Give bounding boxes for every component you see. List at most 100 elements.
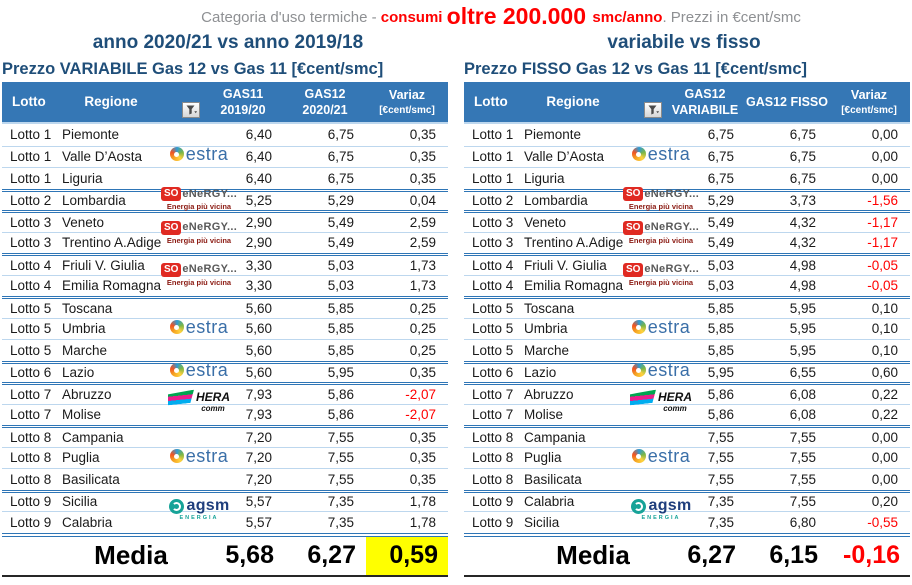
table-row: Lotto 3 Trentino A.Adige 2,90 5,49 2,59 <box>2 231 448 254</box>
variaz-cell: 0,00 <box>871 429 898 445</box>
regione-cell: Emilia Romagna <box>524 278 624 294</box>
table-prezzo-variabile: Prezzo VARIABILE Gas 12 vs Gas 11 [€cent… <box>2 58 448 577</box>
table-row: Lotto 5 Umbria 5,85 5,95 0,10 <box>464 317 910 340</box>
regione-cell: Piemonte <box>524 127 582 143</box>
lotto-cell: Lotto 8 <box>10 471 52 487</box>
price-col1-cell: 6,40 <box>245 149 272 165</box>
lotto-cell: Lotto 8 <box>10 429 52 445</box>
table-prezzo-fisso: Prezzo FISSO Gas 12 vs Gas 11 [€cent/smc… <box>464 58 910 577</box>
table-row: Lotto 4 Friuli V. Giulia 5,03 4,98 -0,05 <box>464 253 910 275</box>
table-title: Prezzo FISSO Gas 12 vs Gas 11 [€cent/smc… <box>464 60 808 78</box>
variaz-cell: 0,25 <box>409 321 436 337</box>
lotto-cell: Lotto 9 <box>10 494 52 510</box>
variaz-cell: 2,59 <box>409 235 436 251</box>
price-col2-cell: 6,08 <box>789 407 816 423</box>
regione-cell: Friuli V. Giulia <box>62 257 145 273</box>
media-value2: 6,27 <box>307 541 356 569</box>
price-col2-cell: 5,29 <box>327 193 354 209</box>
lotto-cell: Lotto 5 <box>10 300 52 316</box>
lotto-cell: Lotto 1 <box>10 170 52 186</box>
title-prefix: Categoria d'uso termiche - <box>201 9 381 26</box>
regione-cell: Piemonte <box>62 127 120 143</box>
table-row: Lotto 4 Friuli V. Giulia 3,30 5,03 1,73 <box>2 253 448 275</box>
price-col1-cell: 5,60 <box>245 365 272 381</box>
lotto-cell: Lotto 7 <box>472 386 514 402</box>
variaz-cell: 1,73 <box>409 257 436 273</box>
variaz-cell: -0,05 <box>867 278 898 294</box>
price-col1-cell: 7,20 <box>245 450 272 466</box>
lotto-cell: Lotto 6 <box>472 365 514 381</box>
price-col1-cell: 5,60 <box>245 342 272 358</box>
variaz-cell: 0,00 <box>871 149 898 165</box>
filter-button[interactable] <box>182 102 200 118</box>
regione-cell: Liguria <box>62 170 103 186</box>
regione-cell: Marche <box>524 342 570 358</box>
title-consumi: consumi <box>380 9 447 26</box>
regione-cell: Lombardia <box>524 193 588 209</box>
header-gas12-line1: GAS12 <box>304 86 346 101</box>
regione-cell: Molise <box>524 407 564 423</box>
price-col2-cell: 5,03 <box>327 257 354 273</box>
header-regione: Regione <box>84 94 138 110</box>
lotto-cell: Lotto 8 <box>10 450 52 466</box>
price-col2-cell: 5,85 <box>327 321 354 337</box>
header-gas11: GAS11 2019/20 <box>202 82 284 122</box>
lotto-cell: Lotto 6 <box>10 365 52 381</box>
lotto-cell: Lotto 2 <box>472 193 514 209</box>
regione-cell: Campania <box>62 429 124 445</box>
regione-cell: Friuli V. Giulia <box>524 257 607 273</box>
variaz-cell: 0,35 <box>409 149 436 165</box>
price-col1-cell: 3,30 <box>245 257 272 273</box>
variaz-cell: 0,35 <box>409 429 436 445</box>
header-regione: Regione <box>546 94 600 110</box>
price-col1-cell: 5,86 <box>707 386 734 402</box>
price-col2-cell: 7,55 <box>327 450 354 466</box>
regione-cell: Trentino A.Adige <box>524 235 624 251</box>
table-row: Lotto 7 Abruzzo 7,93 5,86 -2,07 <box>2 382 448 404</box>
price-col1-cell: 6,75 <box>707 149 734 165</box>
table-body: Lotto 1 Piemonte 6,40 6,75 0,35 Lotto 1 Valle … <box>2 124 448 533</box>
regione-cell: Molise <box>62 407 102 423</box>
header-variaz-line1: Variaz <box>388 88 426 103</box>
lotto-cell: Lotto 7 <box>472 407 514 423</box>
lotto-cell: Lotto 1 <box>10 127 52 143</box>
table-row: Lotto 8 Basilicata 7,55 7,55 0,00 <box>464 468 910 490</box>
lotto-cell: Lotto 8 <box>472 429 514 445</box>
price-col1-cell: 7,55 <box>707 471 734 487</box>
filter-button[interactable] <box>644 102 662 118</box>
variaz-cell: 0,60 <box>871 365 898 381</box>
table-row: Lotto 3 Veneto 2,90 5,49 2,59 <box>2 210 448 232</box>
lotto-cell: Lotto 4 <box>472 278 514 294</box>
regione-cell: Veneto <box>62 214 105 230</box>
price-col1-cell: 6,75 <box>707 127 734 143</box>
header-lotto: Lotto <box>12 94 46 110</box>
table-row: Lotto 8 Puglia 7,55 7,55 0,00 <box>464 446 910 469</box>
table-row: Lotto 5 Toscana 5,60 5,85 0,25 <box>2 296 448 318</box>
variaz-cell: -2,07 <box>405 407 436 423</box>
price-col1-cell: 5,49 <box>707 214 734 230</box>
price-col2-cell: 7,35 <box>327 514 354 530</box>
lotto-cell: Lotto 2 <box>10 193 52 209</box>
variaz-cell: 0,35 <box>409 450 436 466</box>
variaz-cell: 0,35 <box>409 471 436 487</box>
lotto-cell: Lotto 1 <box>472 149 514 165</box>
lotto-cell: Lotto 7 <box>10 407 52 423</box>
variaz-cell: 0,25 <box>409 342 436 358</box>
variaz-cell: -1,17 <box>867 214 898 230</box>
lotto-cell: Lotto 1 <box>472 170 514 186</box>
header-col1-line1: GAS12 <box>684 86 726 101</box>
lotto-cell: Lotto 4 <box>10 278 52 294</box>
price-col1-cell: 3,30 <box>245 278 272 294</box>
price-col2-cell: 6,75 <box>327 149 354 165</box>
title-unit: smc/anno <box>592 9 663 26</box>
price-col1-cell: 7,35 <box>707 494 734 510</box>
price-col2-cell: 5,85 <box>327 342 354 358</box>
price-col1-cell: 5,57 <box>245 514 272 530</box>
price-col2-cell: 7,55 <box>327 429 354 445</box>
table-row: Lotto 4 Emilia Romagna 5,03 4,98 -0,05 <box>464 274 910 297</box>
filter-icon <box>648 105 659 115</box>
regione-cell: Lazio <box>62 365 95 381</box>
lotto-cell: Lotto 9 <box>10 514 52 530</box>
price-col2-cell: 5,95 <box>789 321 816 337</box>
variaz-cell: -1,56 <box>867 193 898 209</box>
